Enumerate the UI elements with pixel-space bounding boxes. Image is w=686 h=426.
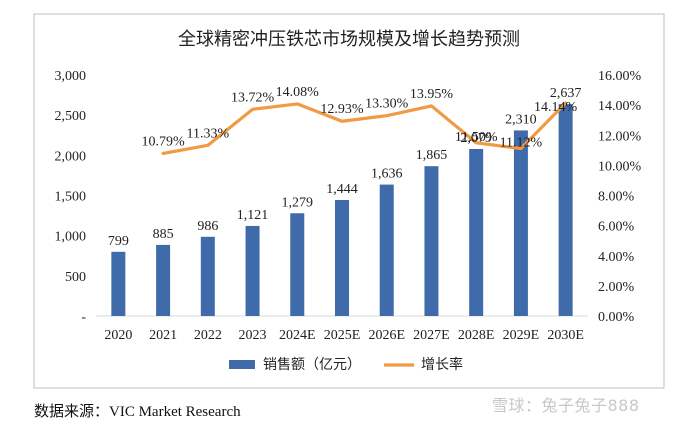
x-tick-label: 2025E	[324, 328, 361, 343]
bar-value-label: 2,310	[505, 112, 537, 127]
bar	[335, 199, 349, 316]
x-tick-label: 2022	[194, 328, 222, 343]
bar	[111, 251, 126, 316]
y-left-tick-label: 1,500	[55, 190, 87, 205]
x-tick-label: 2028E	[458, 328, 495, 343]
bar-value-label: 986	[197, 219, 218, 234]
y-right-tick-label: 6.00%	[598, 220, 635, 235]
y-right-tick-label: 12.00%	[598, 129, 642, 144]
x-tick-label: 2023	[239, 328, 267, 343]
bar-value-label: 1,444	[326, 182, 358, 197]
x-tick-label: 2021	[149, 328, 177, 343]
y-left-tick-label: 3,000	[55, 69, 87, 84]
y-left-tick-label: 1,000	[55, 230, 87, 245]
growth-rate-label: 14.08%	[276, 85, 320, 100]
growth-rate-label: 13.95%	[410, 87, 454, 102]
bar-value-label: 1,636	[371, 167, 403, 182]
chart-title: 全球精密冲压铁芯市场规模及增长趋势预测	[178, 29, 520, 49]
y-right-tick-label: 10.00%	[598, 159, 642, 174]
growth-rate-label: 10.79%	[142, 134, 186, 149]
growth-rate-line	[161, 101, 568, 156]
source-note: 数据来源：VIC Market Research	[34, 404, 241, 420]
y-right-tick-label: 4.00%	[598, 250, 635, 265]
x-tick-label: 2026E	[368, 328, 405, 343]
growth-rate-label: 13.72%	[231, 90, 275, 105]
bar	[290, 213, 305, 316]
bar-value-label: 799	[108, 234, 129, 249]
legend-bar-swatch	[229, 360, 255, 369]
legend-bar-label: 销售额（亿元）	[263, 357, 361, 373]
bar-value-label: 1,865	[416, 148, 448, 163]
watermark: 雪球：兔子兔子888	[492, 396, 640, 415]
growth-rate-label: 13.30%	[365, 97, 409, 112]
bar-value-label: 2,079	[460, 131, 492, 146]
bar-series	[111, 104, 573, 316]
y-axis-right: 0.00% 2.00% 4.00% 6.00% 8.00% 10.00% 12.00% 14.…	[598, 69, 642, 325]
y-right-tick-label: 14.00%	[598, 99, 642, 114]
growth-rate-label: 14.14%	[534, 100, 578, 115]
bar	[156, 244, 171, 316]
x-tick-label: 2020	[104, 328, 132, 343]
bar-value-label: 2,637	[550, 86, 582, 101]
data-labels: 799 885 986 1,121 1,279 1,444 1,636 1,865 2,079 2…	[108, 85, 582, 249]
bar	[558, 104, 573, 316]
y-axis-left: - 500 1,000 1,500 2,000 2,500 3,000	[55, 69, 87, 325]
growth-rate-label: 11.12%	[500, 136, 543, 151]
bar	[424, 166, 439, 316]
y-left-tick-label: 2,000	[55, 149, 87, 164]
x-tick-label: 2024E	[279, 328, 316, 343]
bar-value-label: 1,279	[282, 195, 314, 210]
bar	[200, 236, 215, 316]
legend: 销售额（亿元） 增长率	[229, 356, 463, 373]
x-tick-label: 2027E	[413, 328, 450, 343]
growth-rate-label: 11.50%	[455, 130, 498, 145]
x-tick-label: 2030E	[547, 328, 584, 343]
y-right-tick-label: 16.00%	[598, 69, 642, 84]
y-right-tick-label: 0.00%	[598, 310, 635, 325]
growth-rate-label: 12.93%	[320, 102, 364, 117]
bar-value-label: 1,121	[237, 208, 269, 223]
legend-line-label: 增长率	[421, 356, 463, 373]
bar	[379, 184, 394, 316]
y-right-tick-label: 8.00%	[598, 190, 635, 205]
line-series	[161, 101, 568, 156]
y-left-tick-label: -	[81, 310, 86, 325]
bar	[469, 148, 484, 316]
growth-rate-label: 11.33%	[186, 126, 229, 141]
y-right-tick-label: 2.00%	[598, 280, 635, 295]
y-left-tick-label: 500	[65, 270, 86, 285]
bar	[513, 130, 528, 316]
x-tick-label: 2029E	[503, 328, 540, 343]
bar	[245, 225, 260, 316]
y-left-tick-label: 2,500	[55, 109, 87, 124]
bar-value-label: 885	[153, 227, 174, 242]
